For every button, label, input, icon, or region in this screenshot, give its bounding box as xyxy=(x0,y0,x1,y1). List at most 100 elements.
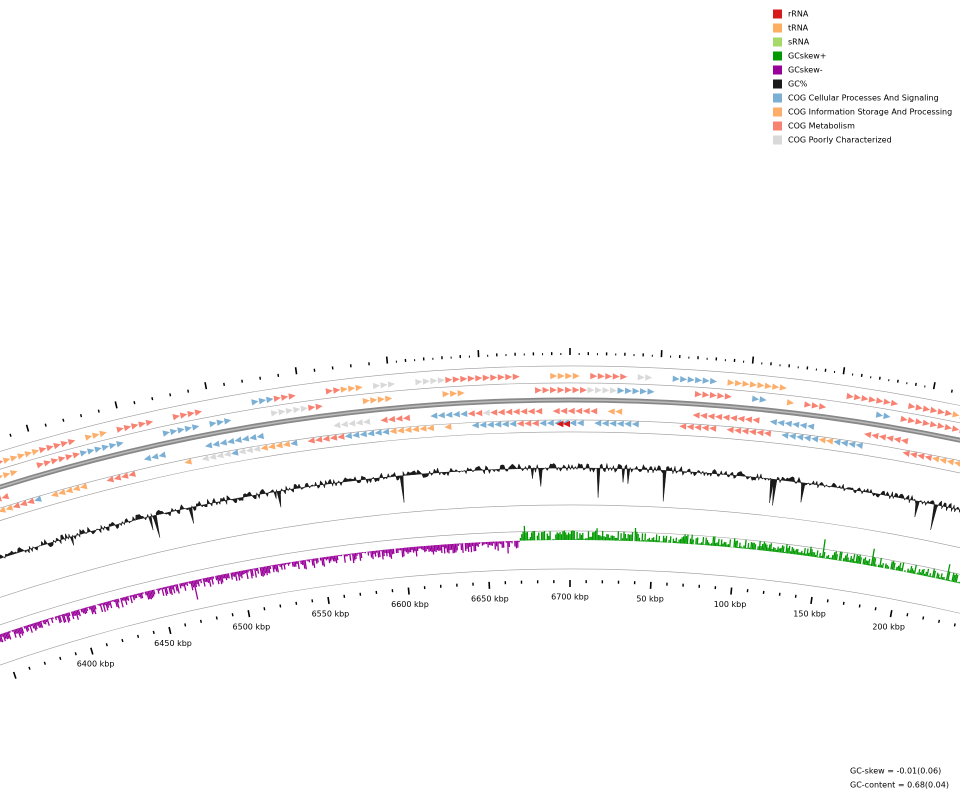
gc-skew-bar xyxy=(891,561,895,570)
feature xyxy=(550,372,558,380)
legend-swatch xyxy=(773,65,782,75)
feature xyxy=(158,451,166,458)
gc-skew-bar xyxy=(803,548,806,556)
feature xyxy=(380,416,388,423)
feature xyxy=(909,452,918,459)
feature xyxy=(452,411,460,418)
gc-skew-bar xyxy=(343,554,346,563)
gc-skew-bar xyxy=(851,558,854,563)
feature xyxy=(24,451,32,458)
gc-skew-bar xyxy=(821,539,826,559)
feature xyxy=(535,408,543,415)
feature xyxy=(505,408,513,416)
gc-skew-bar xyxy=(351,553,355,564)
feature xyxy=(744,416,753,423)
gc-skew-bar xyxy=(135,593,138,599)
gc-skew-bar xyxy=(388,549,391,558)
feature xyxy=(79,482,88,490)
feature xyxy=(907,416,916,424)
gc-skew-bar xyxy=(858,554,861,564)
feature xyxy=(702,391,710,398)
feature xyxy=(204,441,213,449)
gc-skew-bar xyxy=(867,558,871,566)
feature xyxy=(552,407,560,415)
gc-skew-bar xyxy=(391,548,394,555)
feature xyxy=(818,437,826,444)
gc-skew-bar xyxy=(2,633,6,642)
tick-label: 200 kbp xyxy=(872,622,905,631)
gc-skew-bar xyxy=(297,560,300,570)
feature xyxy=(799,422,807,429)
feature xyxy=(784,420,793,428)
feature xyxy=(605,373,613,380)
feature xyxy=(907,402,916,410)
tick-label: 6450 kbp xyxy=(154,639,192,648)
gc-skew-bar xyxy=(705,537,707,546)
gc-skew-bar xyxy=(23,626,26,629)
minor-tick xyxy=(953,623,956,627)
gc-skew-bar xyxy=(382,549,385,557)
feature xyxy=(572,386,580,394)
gc-skew-bar xyxy=(50,617,54,623)
feature xyxy=(612,373,620,380)
feature xyxy=(576,419,584,427)
gc-skew-bar xyxy=(85,607,89,612)
feature xyxy=(143,454,152,462)
gc-skew-bar xyxy=(183,582,187,591)
gc-skew-bar xyxy=(52,617,54,620)
feature xyxy=(437,377,445,384)
minor-tick xyxy=(215,616,218,620)
feature xyxy=(231,449,239,456)
gc-skew-bar xyxy=(103,602,106,606)
gc-skew-bar xyxy=(765,544,768,551)
gc-skew-bar xyxy=(788,545,791,554)
feature xyxy=(764,382,772,390)
feature xyxy=(763,430,772,437)
gc-skew-bar xyxy=(210,576,214,585)
gc-skew-bar xyxy=(202,578,206,587)
gc-skew-bar xyxy=(328,556,331,564)
gc-skew-bar xyxy=(251,568,254,577)
gc-skew-bar xyxy=(151,589,155,597)
feature xyxy=(580,386,588,394)
feature xyxy=(694,424,702,431)
gc-skew-bar xyxy=(94,604,97,610)
gc-skew-bar xyxy=(267,565,271,574)
major-tick xyxy=(12,671,17,679)
feature xyxy=(352,431,360,438)
feature xyxy=(639,388,648,395)
feature xyxy=(601,420,609,427)
major-tick xyxy=(385,356,389,364)
minor-tick xyxy=(241,379,244,383)
gc-skew-bar xyxy=(349,553,352,561)
gc-skew-bar xyxy=(311,558,314,566)
gc-skew-bar xyxy=(859,557,862,565)
gc-skew-bar xyxy=(895,566,898,571)
gc-skew-bar xyxy=(729,539,732,548)
gc-skew-bar xyxy=(0,634,4,643)
feature xyxy=(594,420,602,427)
gc-skew-bar xyxy=(235,571,238,575)
feature xyxy=(726,426,734,434)
feature xyxy=(597,372,605,380)
feature xyxy=(245,446,254,454)
feature xyxy=(329,434,338,441)
gc-skew-bar xyxy=(906,568,909,573)
gc-skew-bar xyxy=(734,540,737,548)
feature xyxy=(116,441,124,448)
minor-tick xyxy=(59,656,62,661)
gc-skew-bar xyxy=(374,550,377,557)
gc-skew-bar xyxy=(19,627,24,636)
major-tick xyxy=(204,382,208,390)
gc-skew-bar xyxy=(188,581,191,584)
gc-skew-bar xyxy=(80,608,83,613)
gc-skew-bar xyxy=(45,619,48,623)
feature xyxy=(781,432,789,439)
gc-skew-bar xyxy=(911,568,914,574)
feature xyxy=(734,427,742,434)
feature xyxy=(17,453,25,460)
gc-skew-bar xyxy=(66,612,71,621)
gc-skew-bar xyxy=(75,610,79,620)
feature xyxy=(482,409,490,416)
gc-skew-bar xyxy=(269,565,272,570)
